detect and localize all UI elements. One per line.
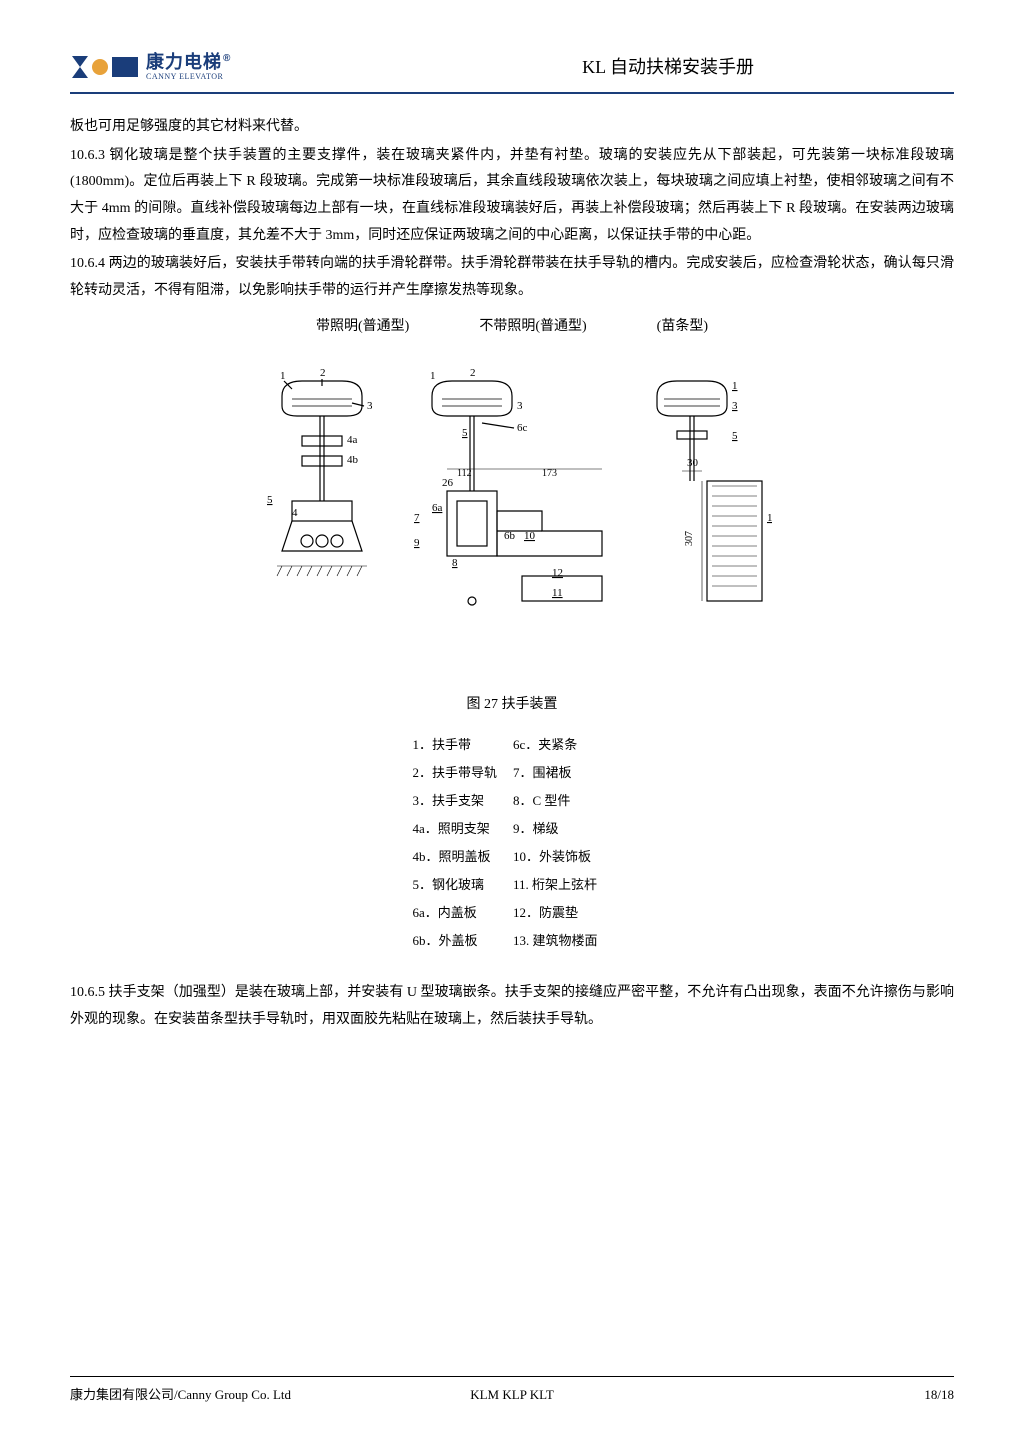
- svg-text:8: 8: [452, 557, 458, 569]
- caption-1: 带照明(普通型): [316, 314, 409, 341]
- variant-captions: 带照明(普通型) 不带照明(普通型) (苗条型): [70, 314, 954, 341]
- figure-caption: 图 27 扶手装置: [70, 692, 954, 719]
- legend-cell: 7．围裙板: [513, 760, 612, 786]
- logo-icon: [70, 54, 140, 80]
- logo-en: CANNY ELEVATOR: [146, 73, 231, 82]
- logo: 康力电梯® CANNY ELEVATOR: [70, 53, 231, 82]
- figure-27: 1 2 3 4a 4b 5 4: [70, 361, 954, 672]
- footer-left: 康力集团有限公司/Canny Group Co. Ltd: [70, 1383, 291, 1408]
- legend-cell: 4b．照明盖板: [412, 844, 511, 870]
- legend-cell: 6c．夹紧条: [513, 732, 612, 758]
- svg-text:30: 30: [687, 457, 699, 469]
- caption-2: 不带照明(普通型): [479, 314, 586, 341]
- legend-cell: 6b．外盖板: [412, 928, 511, 954]
- svg-text:1: 1: [280, 370, 286, 382]
- svg-text:6b: 6b: [504, 530, 516, 542]
- svg-text:10: 10: [524, 530, 536, 542]
- legend-cell: 5．钢化玻璃: [412, 872, 511, 898]
- footer-right: 18/18: [924, 1383, 954, 1408]
- legend-table: 1．扶手带6c．夹紧条2．扶手带导轨7．围裙板3．扶手支架8．C 型件4a．照明…: [410, 730, 613, 956]
- para-3: 10.6.4 两边的玻璃装好后，安装扶手带转向端的扶手滑轮群带。扶手滑轮群带装在…: [70, 251, 954, 304]
- logo-cn: 康力电梯®: [146, 53, 231, 73]
- svg-text:307: 307: [684, 531, 695, 546]
- svg-text:4: 4: [292, 507, 298, 519]
- svg-text:4b: 4b: [347, 454, 359, 466]
- page-header: 康力电梯® CANNY ELEVATOR KL 自动扶梯安装手册: [70, 50, 954, 94]
- legend-cell: 9．梯级: [513, 816, 612, 842]
- svg-text:9: 9: [414, 537, 420, 549]
- legend-cell: 3．扶手支架: [412, 788, 511, 814]
- legend-cell: 10．外装饰板: [513, 844, 612, 870]
- logo-text: 康力电梯® CANNY ELEVATOR: [146, 53, 231, 82]
- legend-cell: 11. 桁架上弦杆: [513, 872, 612, 898]
- svg-text:6c: 6c: [517, 422, 528, 434]
- body-text: 板也可用足够强度的其它材料来代替。 10.6.3 钢化玻璃是整个扶手装置的主要支…: [70, 114, 954, 304]
- svg-text:12: 12: [552, 567, 563, 579]
- legend-cell: 2．扶手带导轨: [412, 760, 511, 786]
- svg-text:3: 3: [732, 400, 738, 412]
- page-footer: 康力集团有限公司/Canny Group Co. Ltd KLM KLP KLT…: [70, 1376, 954, 1408]
- svg-text:112: 112: [457, 468, 472, 479]
- svg-text:5: 5: [732, 430, 738, 442]
- legend-cell: 13. 建筑物楼面: [513, 928, 612, 954]
- svg-text:2: 2: [320, 367, 326, 379]
- svg-text:6a: 6a: [432, 502, 443, 514]
- legend-cell: 8．C 型件: [513, 788, 612, 814]
- svg-text:13: 13: [767, 512, 772, 524]
- caption-3: (苗条型): [657, 314, 708, 341]
- svg-text:3: 3: [517, 400, 523, 412]
- legend-cell: 1．扶手带: [412, 732, 511, 758]
- svg-text:11: 11: [552, 587, 563, 599]
- svg-text:5: 5: [462, 427, 468, 439]
- svg-text:4a: 4a: [347, 434, 358, 446]
- handrail-diagram: 1 2 3 4a 4b 5 4: [252, 361, 772, 661]
- svg-text:3: 3: [367, 400, 373, 412]
- para-1: 板也可用足够强度的其它材料来代替。: [70, 114, 954, 141]
- legend-cell: 12．防震垫: [513, 900, 612, 926]
- svg-text:173: 173: [542, 468, 557, 479]
- svg-text:5: 5: [267, 494, 273, 506]
- svg-text:7: 7: [414, 512, 420, 524]
- legend-cell: 4a．照明支架: [412, 816, 511, 842]
- doc-title: KL 自动扶梯安装手册: [582, 50, 754, 84]
- body-text-2: 10.6.5 扶手支架（加强型）是装在玻璃上部，并安装有 U 型玻璃嵌条。扶手支…: [70, 980, 954, 1033]
- para-4: 10.6.5 扶手支架（加强型）是装在玻璃上部，并安装有 U 型玻璃嵌条。扶手支…: [70, 980, 954, 1033]
- svg-text:26: 26: [442, 477, 454, 489]
- legend-cell: 6a．内盖板: [412, 900, 511, 926]
- para-2: 10.6.3 钢化玻璃是整个扶手装置的主要支撑件，装在玻璃夹紧件内，并垫有衬垫。…: [70, 143, 954, 249]
- svg-text:1: 1: [430, 370, 436, 382]
- svg-text:2: 2: [470, 367, 476, 379]
- footer-center: KLM KLP KLT: [470, 1383, 554, 1408]
- svg-text:1: 1: [732, 380, 738, 392]
